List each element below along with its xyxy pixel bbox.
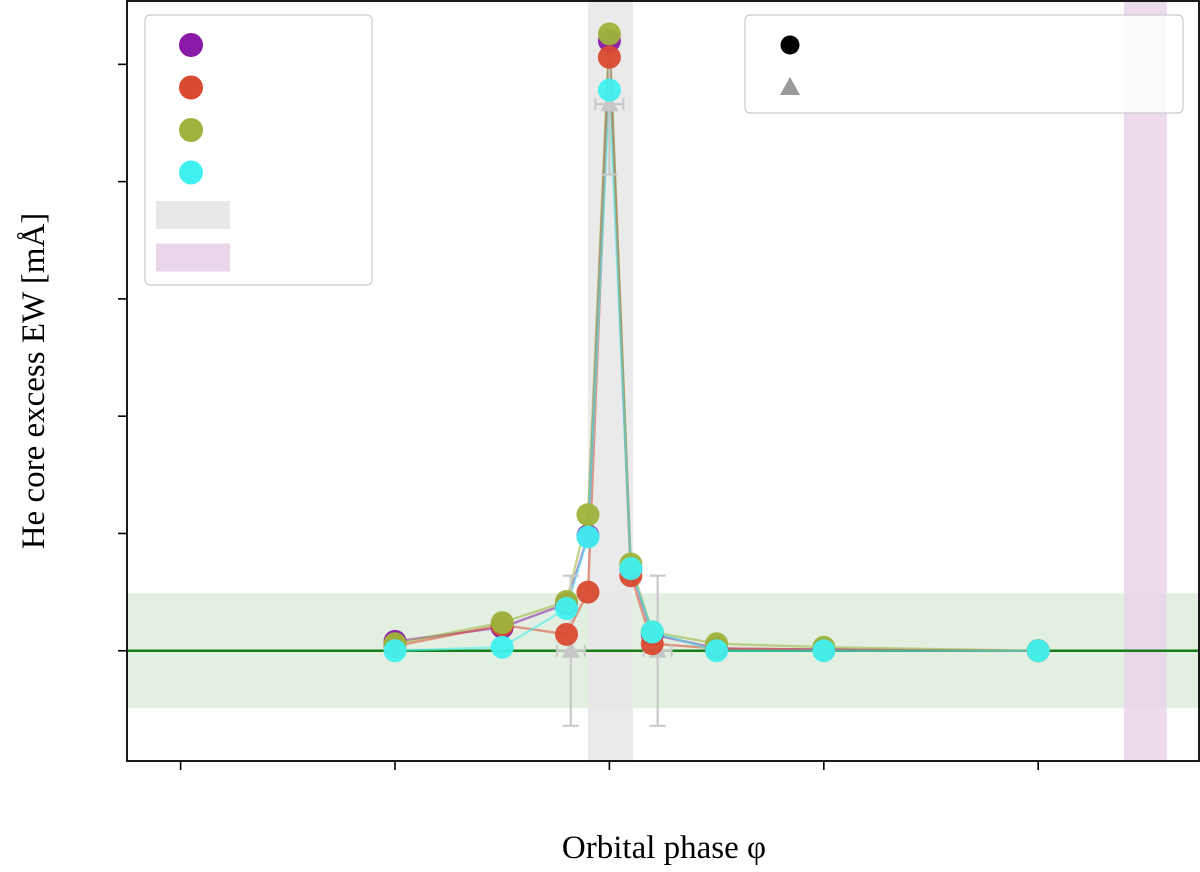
point-tail-8 — [812, 639, 836, 663]
point-aniso-4 — [597, 45, 621, 69]
observations-layer — [383, 22, 1050, 727]
point-tail-9 — [1026, 639, 1050, 663]
series-line-iso — [394, 40, 1039, 652]
point-tail-1 — [490, 635, 514, 659]
legend-patch-eclipse — [156, 243, 230, 272]
kirk-triangle-1 — [600, 94, 619, 112]
legend-marker-iso — [179, 33, 203, 57]
point-tail-5 — [619, 557, 643, 581]
point-tail-2 — [555, 597, 579, 621]
legend-patch-transit — [156, 201, 230, 229]
legend-marker-torus — [179, 118, 203, 142]
legend-source-box — [744, 14, 1184, 114]
legend-marker-simulation — [780, 35, 800, 55]
point-tail-7 — [705, 639, 729, 663]
legend-series — [144, 14, 373, 286]
plot-frame — [126, 0, 1200, 762]
y-axis-label: He core excess EW [mÅ] — [15, 213, 52, 550]
point-tail-4 — [597, 78, 621, 102]
point-aniso-3 — [576, 580, 600, 604]
legend-marker-aniso — [179, 75, 203, 100]
axes-layer — [118, 63, 1039, 770]
point-tail-6 — [640, 620, 664, 644]
legend-marker-kirk — [780, 77, 800, 95]
series-layer — [394, 33, 1039, 652]
point-torus-4 — [597, 22, 621, 46]
series-line-torus — [394, 33, 1039, 652]
x-axis-label: Orbital phase φ — [562, 830, 766, 866]
eclipse-region — [1123, 1, 1167, 761]
legend-source — [744, 14, 1184, 114]
point-torus-1 — [490, 611, 514, 635]
point-aniso-2 — [555, 622, 579, 646]
legend-marker-tail — [179, 160, 203, 185]
series-line-aniso — [394, 57, 1039, 652]
point-tail-0 — [383, 639, 407, 663]
kirk-triangle-0 — [561, 640, 580, 658]
point-tail-3 — [576, 525, 600, 549]
point-torus-3 — [576, 503, 600, 527]
series-line-tail — [394, 90, 1039, 652]
